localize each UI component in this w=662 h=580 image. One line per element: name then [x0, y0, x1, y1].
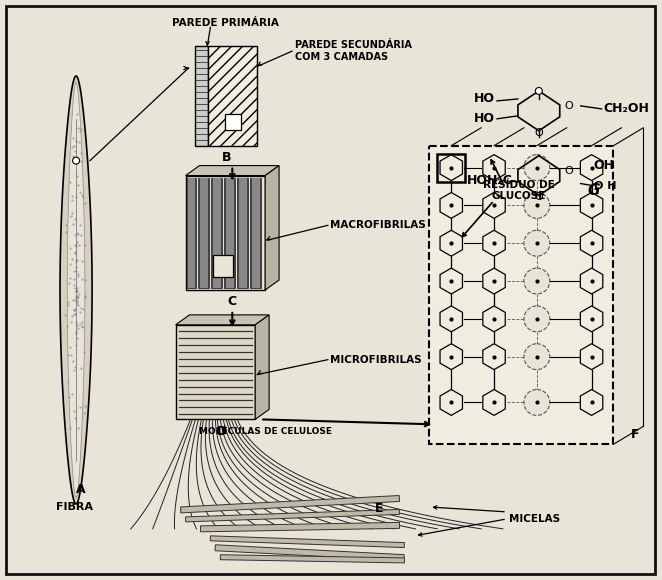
Text: C: C — [228, 295, 237, 309]
Circle shape — [73, 157, 79, 164]
Circle shape — [524, 230, 549, 256]
Polygon shape — [581, 193, 603, 218]
Bar — [430, 146, 614, 444]
Polygon shape — [440, 230, 463, 256]
Text: MICROFIBRILAS: MICROFIBRILAS — [330, 354, 422, 365]
Polygon shape — [185, 509, 400, 522]
Text: MACROFIBRILAS: MACROFIBRILAS — [330, 220, 426, 230]
Polygon shape — [220, 554, 404, 563]
Text: O: O — [564, 101, 573, 111]
Polygon shape — [255, 315, 269, 419]
Polygon shape — [581, 344, 603, 369]
Polygon shape — [440, 306, 463, 332]
Circle shape — [524, 344, 549, 369]
Text: O: O — [534, 128, 544, 138]
Polygon shape — [440, 268, 463, 294]
Polygon shape — [181, 495, 399, 513]
Circle shape — [524, 390, 549, 415]
Polygon shape — [483, 306, 505, 332]
Bar — [226, 177, 234, 288]
Bar — [224, 177, 235, 288]
Bar — [211, 177, 222, 288]
Text: O: O — [534, 193, 544, 202]
Text: HO: HO — [474, 92, 495, 106]
Polygon shape — [483, 390, 505, 415]
Polygon shape — [581, 155, 603, 180]
Text: RESÍDUO DE
GLUCOSE: RESÍDUO DE GLUCOSE — [483, 180, 555, 201]
Text: G: G — [587, 183, 600, 198]
Bar — [175, 325, 255, 419]
Circle shape — [536, 88, 542, 95]
Polygon shape — [185, 166, 279, 176]
Polygon shape — [440, 155, 463, 180]
Polygon shape — [440, 344, 463, 369]
Text: D: D — [217, 425, 228, 438]
Text: PAREDE SECUNDÁRIA
COM 3 CAMADAS: PAREDE SECUNDÁRIA COM 3 CAMADAS — [295, 41, 412, 62]
Polygon shape — [60, 76, 92, 504]
Bar — [252, 177, 260, 288]
Text: B: B — [222, 151, 231, 164]
Bar — [209, 46, 258, 146]
Bar — [237, 177, 248, 288]
Bar — [195, 46, 209, 146]
Bar — [201, 177, 209, 288]
Bar — [239, 177, 247, 288]
Bar — [250, 177, 261, 288]
Text: CH₂OH: CH₂OH — [604, 103, 649, 115]
Polygon shape — [581, 230, 603, 256]
Text: FIBRA: FIBRA — [56, 502, 93, 512]
Text: F: F — [631, 428, 639, 441]
Bar — [187, 177, 195, 288]
Polygon shape — [483, 344, 505, 369]
Bar — [225, 114, 241, 130]
Polygon shape — [581, 268, 603, 294]
Circle shape — [524, 306, 549, 332]
Bar — [199, 177, 209, 288]
Text: O H: O H — [594, 180, 616, 190]
Polygon shape — [483, 155, 505, 180]
Bar — [185, 177, 197, 288]
Text: MOLÉCULAS DE CELULOSE: MOLÉCULAS DE CELULOSE — [199, 427, 332, 436]
Polygon shape — [483, 230, 505, 256]
Polygon shape — [175, 315, 269, 325]
Text: MICELAS: MICELAS — [509, 514, 560, 524]
Text: HO: HO — [474, 113, 495, 125]
Text: PAREDE PRIMÁRIA: PAREDE PRIMÁRIA — [172, 19, 279, 28]
Polygon shape — [581, 390, 603, 415]
Bar — [213, 255, 233, 277]
Polygon shape — [581, 306, 603, 332]
Polygon shape — [68, 82, 85, 498]
Polygon shape — [483, 193, 505, 218]
Polygon shape — [440, 390, 463, 415]
Bar — [438, 154, 465, 182]
Polygon shape — [483, 268, 505, 294]
Polygon shape — [215, 545, 404, 561]
Text: OH: OH — [594, 159, 614, 172]
Circle shape — [524, 155, 549, 180]
Polygon shape — [211, 536, 404, 548]
Bar — [213, 177, 221, 288]
Circle shape — [524, 268, 549, 294]
Text: HOH₂C: HOH₂C — [467, 174, 513, 187]
Polygon shape — [201, 523, 400, 532]
Circle shape — [524, 193, 549, 218]
Bar — [185, 176, 265, 290]
Polygon shape — [265, 166, 279, 290]
Polygon shape — [440, 193, 463, 218]
Text: O: O — [564, 165, 573, 176]
Text: E: E — [375, 502, 384, 516]
Text: A: A — [76, 483, 86, 495]
